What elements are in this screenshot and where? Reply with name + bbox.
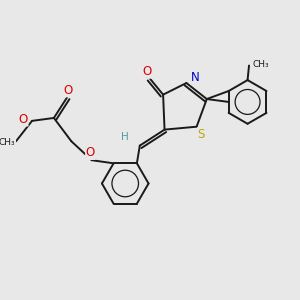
Text: O: O [19,113,28,126]
Text: CH₃: CH₃ [253,60,270,69]
Text: O: O [64,84,73,97]
Text: O: O [142,65,152,78]
Text: S: S [197,128,205,141]
Text: O: O [86,146,95,159]
Text: N: N [191,71,200,84]
Text: CH₃: CH₃ [0,138,16,147]
Text: H: H [122,133,129,142]
